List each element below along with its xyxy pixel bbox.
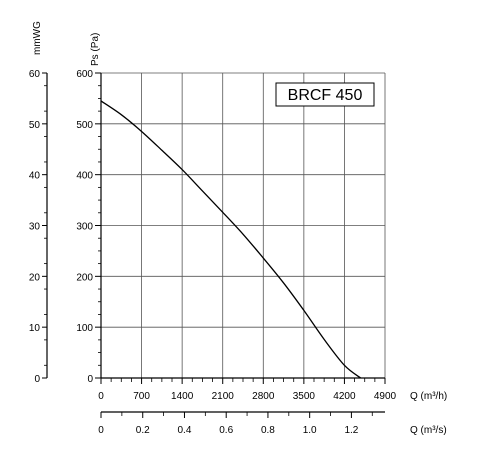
chart-title: BRCF 450 [288,87,363,104]
ticks [42,72,386,418]
flow-m3h-tick-label: 2100 [212,391,235,402]
flow-m3s-tick-label: 0 [98,425,104,436]
flow-m3h-tick-label: 4900 [374,391,397,402]
ps-tick-label: 500 [76,120,93,131]
ps-tick-label: 400 [76,171,93,182]
mmwg-tick-label: 0 [34,374,40,385]
grid [100,72,386,379]
axis-label-flow-m3h: Q (m³/h) [410,391,447,402]
flow-m3h-tick-label: 4200 [333,391,356,402]
ps-tick-label: 100 [76,323,93,334]
mmwg-tick-label: 40 [29,171,41,182]
axis-label-ps: Ps (Pa) [90,33,101,66]
mmwg-tick-label: 50 [29,120,41,131]
flow-m3s-tick-label: 1.2 [344,425,358,436]
axis-label-mmwg: mmWG [32,21,43,55]
flow-m3s-tick-label: 0.2 [136,425,150,436]
flow-m3h-tick-label: 0 [98,391,104,402]
flow-m3s-tick-label: 0.4 [178,425,192,436]
ps-tick-label: 600 [76,69,93,80]
title-box [275,82,375,107]
mmwg-tick-label: 60 [29,69,41,80]
series-line [100,100,362,379]
ps-tick-label: 300 [76,222,93,233]
flow-m3h-tick-label: 700 [133,391,150,402]
flow-m3s-tick-label: 1.0 [303,425,317,436]
mmwg-tick-label: 20 [29,272,41,283]
mmwg-tick-label: 10 [29,323,41,334]
flow-m3h-tick-label: 1400 [171,391,194,402]
ps-tick-label: 200 [76,272,93,283]
flow-m3s-tick-label: 0.6 [219,425,233,436]
mmwg-tick-label: 30 [29,222,41,233]
flow-m3h-tick-label: 3500 [293,391,316,402]
flow-m3h-tick-label: 2800 [252,391,275,402]
ps-tick-label: 0 [87,374,93,385]
axis-label-flow-m3s: Q (m³/s) [410,425,447,436]
flow-m3s-tick-label: 0.8 [261,425,275,436]
